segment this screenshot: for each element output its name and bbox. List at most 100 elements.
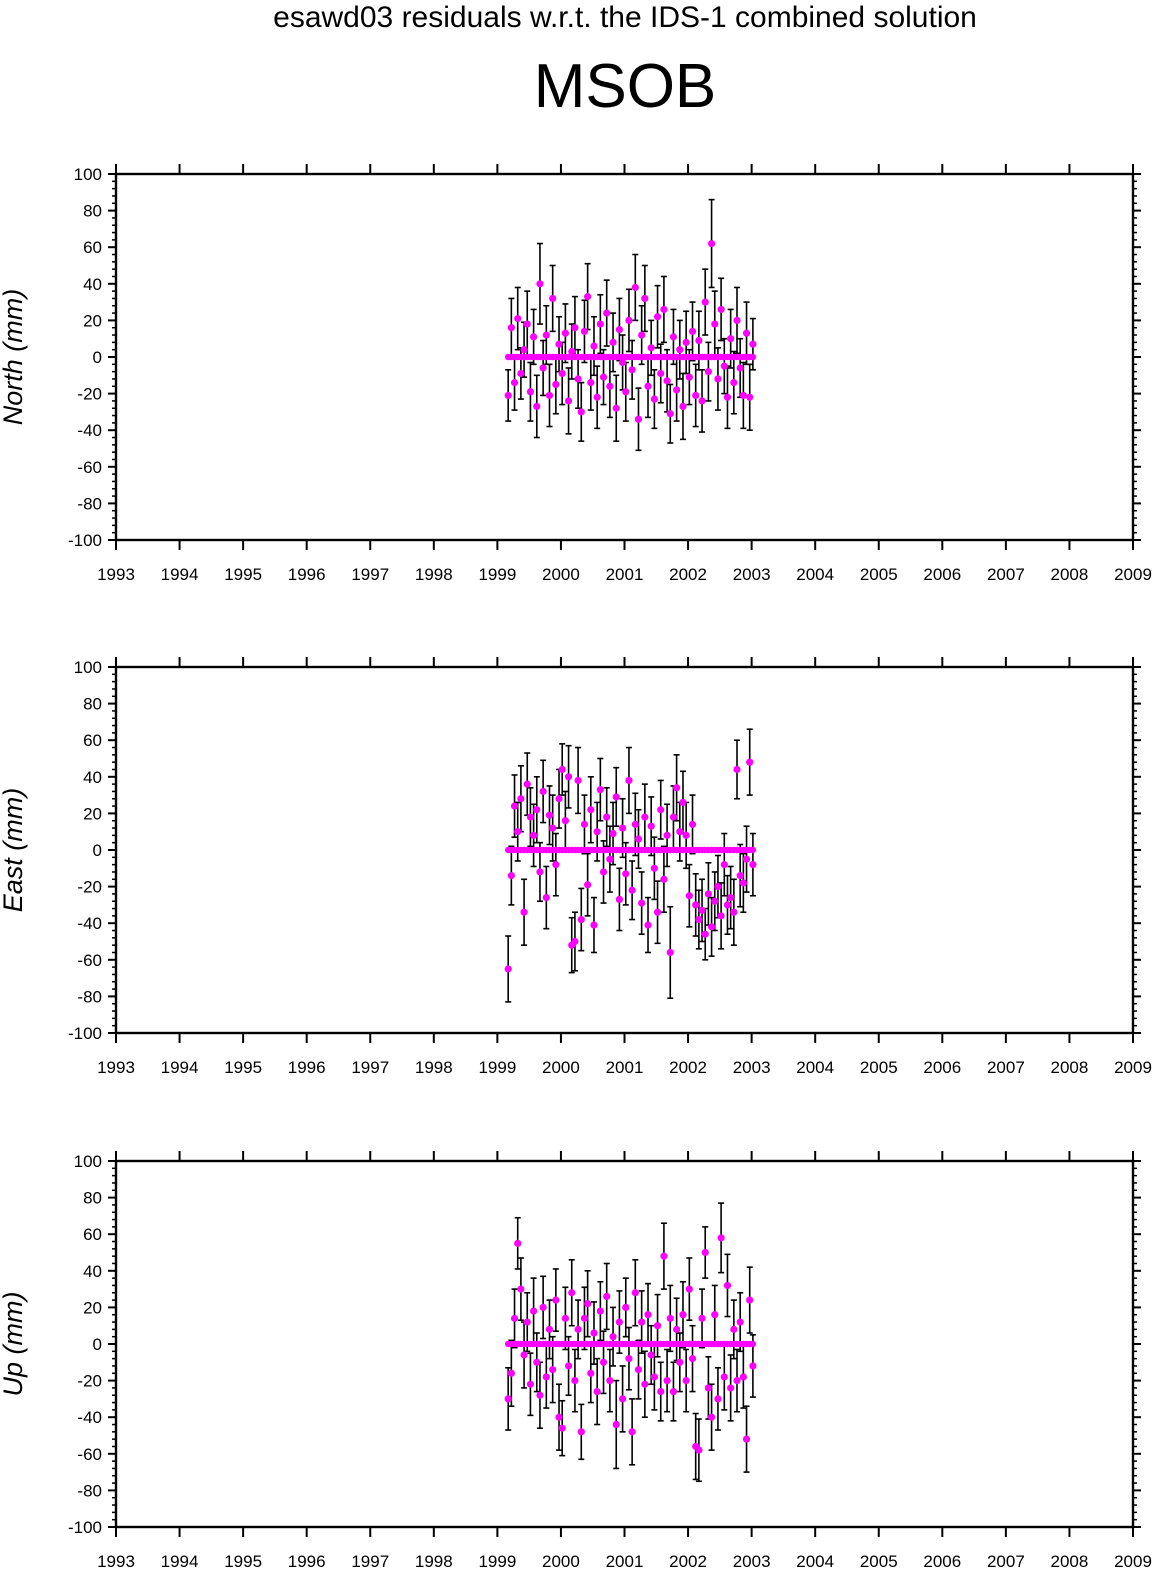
east-xtick-label: 2005 bbox=[860, 1058, 898, 1077]
up-ytick-label: 60 bbox=[83, 1225, 102, 1244]
up-ytick-label: -100 bbox=[68, 1518, 102, 1537]
east-ytick-label: -60 bbox=[77, 951, 102, 970]
north-ylabel: North (mm) bbox=[0, 289, 28, 426]
up-data-point bbox=[701, 1248, 709, 1257]
east-data-point bbox=[647, 822, 655, 830]
east-data-point bbox=[730, 908, 738, 916]
east-data-point bbox=[612, 793, 620, 801]
up-data-point bbox=[596, 1307, 604, 1315]
north-data-point bbox=[679, 402, 687, 411]
north-data-point bbox=[545, 391, 554, 400]
east-data-point bbox=[663, 831, 671, 839]
north-data-point bbox=[625, 316, 633, 324]
up-xtick-label: 2006 bbox=[923, 1552, 961, 1571]
north-data-point bbox=[730, 379, 738, 387]
north-data-point bbox=[742, 329, 751, 337]
east-data-point bbox=[739, 879, 747, 887]
up-data-point bbox=[549, 1366, 557, 1374]
north-xtick-label: 1999 bbox=[478, 565, 516, 584]
north-data-point bbox=[574, 375, 582, 383]
up-data-point bbox=[685, 1285, 693, 1293]
up-data-point bbox=[688, 1355, 697, 1363]
east-ytick-label: 60 bbox=[83, 731, 102, 750]
east-ytick-label: 100 bbox=[74, 658, 102, 677]
up-data-point bbox=[749, 1362, 757, 1370]
north-xtick-label: 2005 bbox=[860, 565, 898, 584]
east-data-point bbox=[618, 824, 627, 832]
up-data-point bbox=[577, 1428, 585, 1436]
north-data-point bbox=[577, 408, 585, 416]
east-data-point bbox=[622, 870, 630, 878]
up-data-point bbox=[622, 1303, 630, 1311]
east-data-point bbox=[742, 855, 751, 863]
east-data-point bbox=[631, 820, 639, 828]
east-data-point bbox=[714, 883, 722, 891]
north-data-point bbox=[641, 294, 649, 303]
east-data-point bbox=[720, 861, 728, 869]
east-data-point bbox=[517, 795, 525, 803]
east-data-point bbox=[536, 868, 544, 876]
north-data-point bbox=[603, 309, 611, 317]
up-zero-point bbox=[749, 1340, 757, 1348]
up-ytick-label: -60 bbox=[77, 1445, 102, 1464]
up-data-point bbox=[561, 1314, 569, 1322]
east-xtick-label: 2002 bbox=[669, 1058, 707, 1077]
east-data-point bbox=[606, 855, 614, 863]
up-data-point bbox=[530, 1307, 538, 1315]
up-xtick-label: 2000 bbox=[542, 1552, 580, 1571]
east-data-point bbox=[676, 828, 684, 836]
up-data-point bbox=[584, 1300, 592, 1308]
up-data-point bbox=[587, 1369, 595, 1377]
north-xtick-label: 2009 bbox=[1114, 565, 1152, 584]
up-data-point bbox=[704, 1384, 713, 1392]
east-xtick-label: 1994 bbox=[161, 1058, 199, 1077]
north-data-point bbox=[530, 333, 538, 341]
north-xtick-label: 2003 bbox=[733, 565, 771, 584]
east-data-point bbox=[584, 881, 592, 889]
up-data-point bbox=[539, 1303, 547, 1311]
up-data-point bbox=[641, 1380, 649, 1388]
east-data-point bbox=[669, 813, 678, 821]
north-data-point bbox=[628, 366, 636, 374]
up-data-point bbox=[698, 1314, 706, 1322]
up-xtick-label: 2004 bbox=[796, 1552, 834, 1571]
north-ytick-label: -20 bbox=[77, 385, 102, 404]
north-data-point bbox=[638, 331, 646, 339]
north-data-point bbox=[555, 340, 563, 348]
east-data-point bbox=[558, 765, 566, 774]
up-data-point bbox=[628, 1428, 636, 1436]
north-data-point bbox=[707, 239, 716, 248]
north-xtick-label: 2001 bbox=[606, 565, 644, 584]
east-ytick-label: -100 bbox=[68, 1024, 102, 1043]
up-xtick-label: 2008 bbox=[1051, 1552, 1089, 1571]
east-data-point bbox=[711, 897, 719, 905]
up-data-point bbox=[545, 1325, 554, 1333]
east-data-point bbox=[625, 776, 633, 785]
up-xtick-label: 2002 bbox=[669, 1552, 707, 1571]
up-data-point bbox=[609, 1333, 617, 1341]
up-data-point bbox=[673, 1325, 681, 1333]
north-xtick-label: 2002 bbox=[669, 565, 707, 584]
north-data-point bbox=[717, 305, 725, 314]
north-data-point bbox=[507, 324, 515, 332]
up-xtick-label: 1997 bbox=[351, 1552, 389, 1571]
north-data-point bbox=[584, 293, 592, 301]
up-data-point bbox=[552, 1296, 560, 1304]
east-xtick-label: 2001 bbox=[606, 1058, 644, 1077]
north-ytick-label: 80 bbox=[83, 202, 102, 221]
north-data-point bbox=[650, 395, 658, 403]
up-data-point bbox=[599, 1358, 608, 1366]
up-data-point bbox=[504, 1395, 512, 1403]
north-data-point bbox=[736, 364, 744, 372]
east-xtick-label: 2007 bbox=[987, 1058, 1025, 1077]
north-ytick-label: -100 bbox=[68, 531, 102, 550]
north-data-point bbox=[593, 393, 601, 401]
east-xtick-label: 2003 bbox=[733, 1058, 771, 1077]
east-data-point bbox=[542, 893, 550, 902]
up-xtick-label: 1996 bbox=[288, 1552, 326, 1571]
east-data-point bbox=[561, 817, 569, 825]
up-xtick-label: 2009 bbox=[1114, 1552, 1152, 1571]
north-ytick-label: 100 bbox=[74, 165, 102, 184]
up-data-point bbox=[736, 1318, 744, 1326]
